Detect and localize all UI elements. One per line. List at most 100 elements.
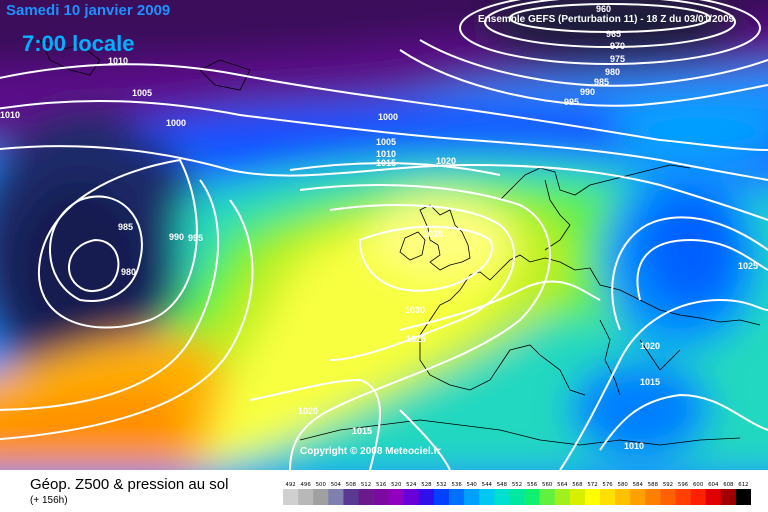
scale-color-swatch: [388, 489, 405, 505]
scale-color-swatch: [283, 489, 299, 505]
scale-value-label: 512: [361, 482, 371, 488]
scale-color-swatch: [328, 489, 344, 505]
isobar-label: 960: [596, 4, 611, 14]
forecast-lead-time: (+ 156h): [30, 495, 68, 506]
isobars: [0, 0, 768, 470]
scale-color-swatch: [433, 489, 450, 505]
isobar-label: 1010: [0, 110, 20, 120]
isobar-label: 1005: [132, 88, 152, 98]
isobar-label: 1035: [423, 229, 443, 239]
isobar-label: 1030: [405, 305, 425, 315]
scale-value-label: 508: [346, 482, 357, 488]
scale-value-label: 576: [602, 482, 613, 488]
scale-color-swatch: [720, 489, 737, 505]
forecast-time: 7:00 locale: [22, 31, 135, 56]
scale-color-swatch: [524, 489, 540, 505]
scale-value-label: 540: [467, 482, 478, 488]
scale-color-swatch: [298, 489, 314, 505]
scale-color-swatch: [403, 489, 420, 505]
isobar-label: 1015: [640, 377, 660, 387]
legend-title: Géop. Z500 & pression au sol: [30, 476, 229, 493]
scale-value-label: 520: [391, 482, 402, 488]
isobar-label: 970: [610, 41, 625, 51]
coastlines: [39, 39, 761, 446]
isobar-label: 1020: [640, 341, 660, 351]
scale-color-swatch: [464, 489, 480, 505]
isobar-label: 1010: [376, 149, 396, 159]
scale-color-swatch: [554, 489, 571, 505]
scale-color-swatch: [630, 489, 646, 505]
copyright-text: Copyright © 2008 Meteociel.fr: [300, 446, 441, 457]
isobar-label: 975: [610, 54, 625, 64]
scale-value-label: 528: [421, 482, 432, 488]
scale-color-swatch: [735, 489, 751, 505]
geopotential-field: [0, 0, 768, 470]
isobar-label: 980: [605, 67, 620, 77]
scale-color-swatch: [705, 489, 722, 505]
isobar-label: 1025: [406, 334, 426, 344]
isobar-label: 965: [606, 29, 621, 39]
isobar-label: 1000: [166, 118, 186, 128]
pressure-labels: 960 965 970 975 980 985 990 995 1000 100…: [0, 4, 758, 451]
scale-value-label: 536: [451, 482, 462, 488]
scale-color-swatch: [615, 489, 631, 505]
isobar-label: 1000: [378, 112, 398, 122]
scale-color-swatch: [449, 489, 465, 505]
scale-color-swatch: [645, 489, 661, 505]
weather-map: 960 965 970 975 980 985 990 995 1000 100…: [0, 0, 768, 470]
scale-value-label: 556: [527, 482, 538, 488]
scale-value-label: 492: [285, 482, 295, 488]
scale-value-label: 600: [693, 482, 704, 488]
scale-value-label: 580: [618, 482, 629, 488]
isobar-label: 1020: [298, 406, 318, 416]
scale-color-swatch: [343, 489, 359, 505]
scale-color-swatch: [600, 489, 616, 505]
scale-value-label: 544: [482, 482, 493, 488]
scale-value-label: 532: [436, 482, 446, 488]
scale-color-swatch: [358, 489, 374, 505]
scale-value-label: 596: [678, 482, 689, 488]
scale-color-swatch: [479, 489, 495, 505]
isobar-label: 1025: [738, 261, 758, 271]
isobar-label: 980: [121, 267, 136, 277]
isobar-label: 985: [594, 77, 609, 87]
scale-value-label: 504: [331, 482, 342, 488]
scale-value-label: 568: [572, 482, 583, 488]
scale-color-swatch: [675, 489, 691, 505]
isobar-label: 1020: [436, 156, 456, 166]
scale-color-swatch: [569, 489, 586, 505]
isobar-label: 1010: [108, 56, 128, 66]
scale-value-label: 604: [708, 482, 719, 488]
scale-color-swatch: [418, 489, 435, 505]
scale-color-swatch: [509, 489, 525, 505]
isobar-label: 990: [169, 232, 184, 242]
scale-value-label: 500: [316, 482, 327, 488]
color-scale: 492 496 500 504 508 512 516 520 524 528 532 536 540 5…: [283, 482, 751, 505]
scale-value-label: 592: [663, 482, 673, 488]
scale-color-swatch: [584, 489, 601, 505]
isobar-label: 990: [580, 87, 595, 97]
isobar-label: 1005: [376, 137, 396, 147]
isobar-label: 985: [118, 222, 133, 232]
isobar-label: 1015: [352, 426, 372, 436]
scale-value-label: 584: [633, 482, 644, 488]
scale-color-swatch: [313, 489, 329, 505]
scale-color-swatch: [660, 489, 676, 505]
scale-color-swatch: [539, 489, 556, 505]
forecast-date: Samedi 10 janvier 2009: [6, 2, 171, 19]
scale-value-label: 612: [738, 482, 748, 488]
scale-value-label: 608: [723, 482, 734, 488]
isobar-label: 995: [188, 233, 203, 243]
model-run-info: Ensemble GEFS (Perturbation 11) - 18 Z d…: [478, 14, 735, 25]
scale-color-swatch: [690, 489, 707, 505]
scale-value-label: 524: [406, 482, 417, 488]
scale-value-label: 548: [497, 482, 508, 488]
scale-value-label: 552: [512, 482, 522, 488]
scale-color-swatch: [373, 489, 389, 505]
scale-value-label: 560: [542, 482, 553, 488]
isobar-label: 995: [564, 97, 579, 107]
isobar-label: 1010: [624, 441, 644, 451]
scale-value-label: 516: [376, 482, 387, 488]
scale-value-label: 588: [648, 482, 659, 488]
scale-color-swatch: [494, 489, 510, 505]
